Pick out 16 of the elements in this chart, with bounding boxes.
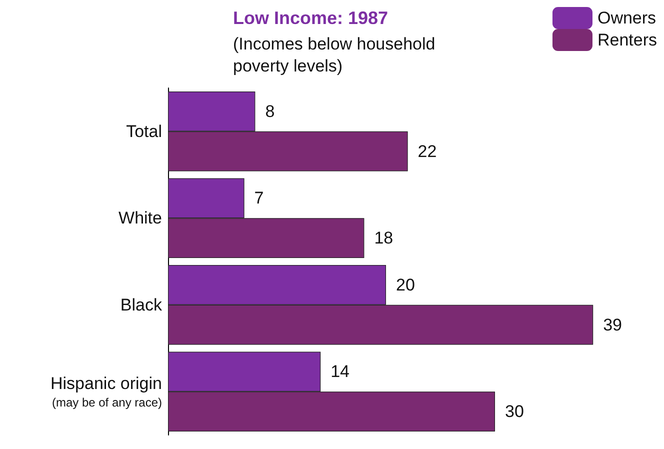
- legend-label: Owners: [597, 8, 656, 28]
- chart-subtitle: (Incomes below household poverty levels): [233, 34, 436, 76]
- data-label: 39: [603, 315, 622, 334]
- data-label: 30: [505, 402, 524, 422]
- y-tick-label: Hispanic origin (may be of any race): [50, 374, 162, 410]
- legend-label: Renters: [597, 30, 658, 50]
- data-label: 20: [396, 275, 415, 294]
- data-label: 18: [374, 228, 394, 248]
- y-tick-label: Black: [120, 295, 162, 314]
- data-label: 14: [330, 362, 350, 382]
- data-label: 8: [265, 102, 275, 121]
- y-tick-label: White: [118, 208, 162, 228]
- data-label: 7: [254, 188, 264, 208]
- data-label: 22: [418, 142, 437, 161]
- chart-title: Low Income: 1987: [233, 8, 388, 28]
- y-tick-label: Total: [126, 122, 162, 141]
